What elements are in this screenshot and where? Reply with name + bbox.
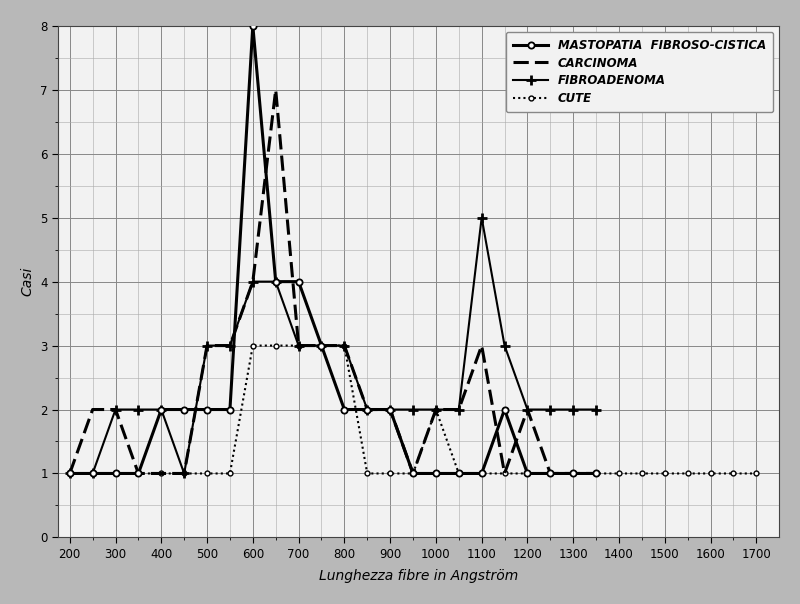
Y-axis label: Casi: Casi (21, 267, 35, 297)
Legend: MASTOPATIA  FIBROSO-CISTICA, CARCINOMA, FIBROADENOMA, CUTE: MASTOPATIA FIBROSO-CISTICA, CARCINOMA, F… (506, 32, 774, 112)
X-axis label: Lunghezza fibre in Angström: Lunghezza fibre in Angström (319, 569, 518, 583)
